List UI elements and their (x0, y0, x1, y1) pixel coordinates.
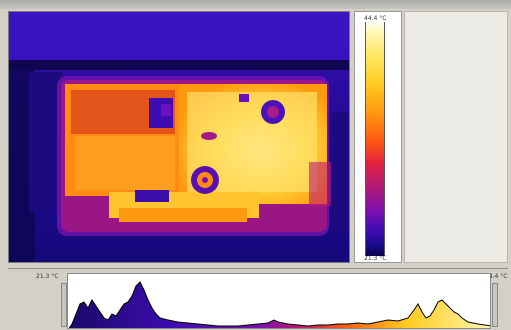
scale-max-label: 44.4 °C (363, 15, 388, 22)
temperature-color-bar (365, 20, 385, 260)
histogram-graph (68, 281, 490, 328)
histogram-min-label: 21.3 °C (36, 273, 59, 280)
thermal-image-view[interactable] (8, 11, 350, 263)
histogram-right-handle[interactable] (492, 283, 498, 327)
histogram-max-label: 44.4 °C (485, 273, 508, 280)
scale-min-label: 21.3 °C (363, 255, 388, 262)
histogram-left-handle[interactable] (61, 283, 67, 327)
temperature-histogram (67, 273, 491, 329)
thermal-image (9, 12, 349, 262)
temperature-scale-panel: 44.4 °C 21.3 °C (354, 11, 402, 263)
window-title-bar (0, 0, 511, 9)
histogram-panel: 21.3 °C 44.4 °C (8, 268, 508, 329)
side-info-panel (404, 11, 508, 263)
